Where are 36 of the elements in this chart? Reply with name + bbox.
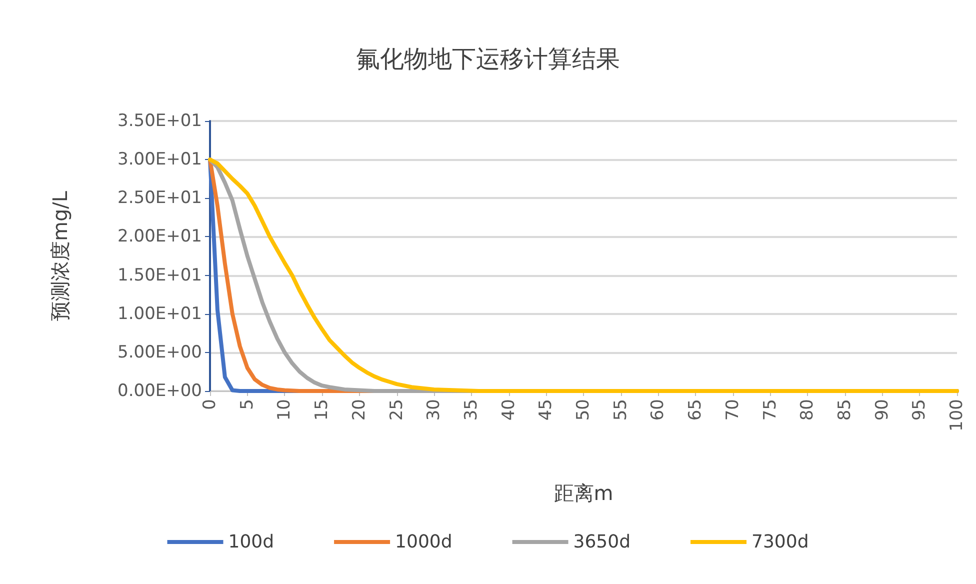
x-tick-label: 100 bbox=[947, 399, 967, 432]
x-tick-label: 95 bbox=[910, 399, 930, 421]
legend-label: 7300d bbox=[752, 532, 809, 552]
x-tick-label: 60 bbox=[648, 399, 668, 421]
y-tick-label: 5.00E+00 bbox=[118, 342, 202, 362]
x-tick-label: 15 bbox=[312, 399, 332, 421]
x-tick-label: 50 bbox=[574, 399, 594, 421]
x-tick-label: 80 bbox=[798, 399, 818, 421]
x-tick-label: 90 bbox=[872, 399, 892, 421]
y-tick-label: 3.00E+01 bbox=[118, 150, 202, 170]
x-tick-label: 35 bbox=[461, 399, 482, 421]
y-tick-label: 0.00E+00 bbox=[118, 381, 202, 401]
legend-label: 3650d bbox=[573, 532, 631, 552]
y-tick-label: 2.50E+01 bbox=[118, 188, 202, 208]
x-tick-label: 30 bbox=[424, 399, 444, 421]
x-tick-label: 85 bbox=[834, 399, 855, 421]
x-tick-label: 5 bbox=[237, 399, 258, 410]
chart-title: 氟化物地下运移计算结果 bbox=[356, 45, 620, 73]
x-tick-label: 0 bbox=[200, 399, 220, 410]
x-axis-title: 距离m bbox=[554, 481, 614, 505]
x-tick-label: 10 bbox=[274, 399, 295, 421]
y-tick-label: 2.00E+01 bbox=[118, 226, 202, 247]
x-tick-label: 45 bbox=[536, 399, 556, 421]
y-tick-label: 3.50E+01 bbox=[118, 111, 202, 131]
x-tick-label: 20 bbox=[349, 399, 370, 421]
x-tick-label: 75 bbox=[760, 399, 780, 421]
x-tick-label: 70 bbox=[722, 399, 743, 421]
x-tick-label: 65 bbox=[686, 399, 706, 421]
legend-label: 100d bbox=[228, 532, 274, 552]
y-tick-label: 1.50E+01 bbox=[118, 265, 202, 286]
y-axis-title: 预测浓度mg/L bbox=[48, 190, 72, 322]
legend-label: 1000d bbox=[395, 532, 452, 552]
x-tick-label: 25 bbox=[386, 399, 407, 421]
x-tick-label: 55 bbox=[610, 399, 631, 421]
y-tick-label: 1.00E+01 bbox=[118, 304, 202, 324]
x-tick-label: 40 bbox=[498, 399, 519, 421]
